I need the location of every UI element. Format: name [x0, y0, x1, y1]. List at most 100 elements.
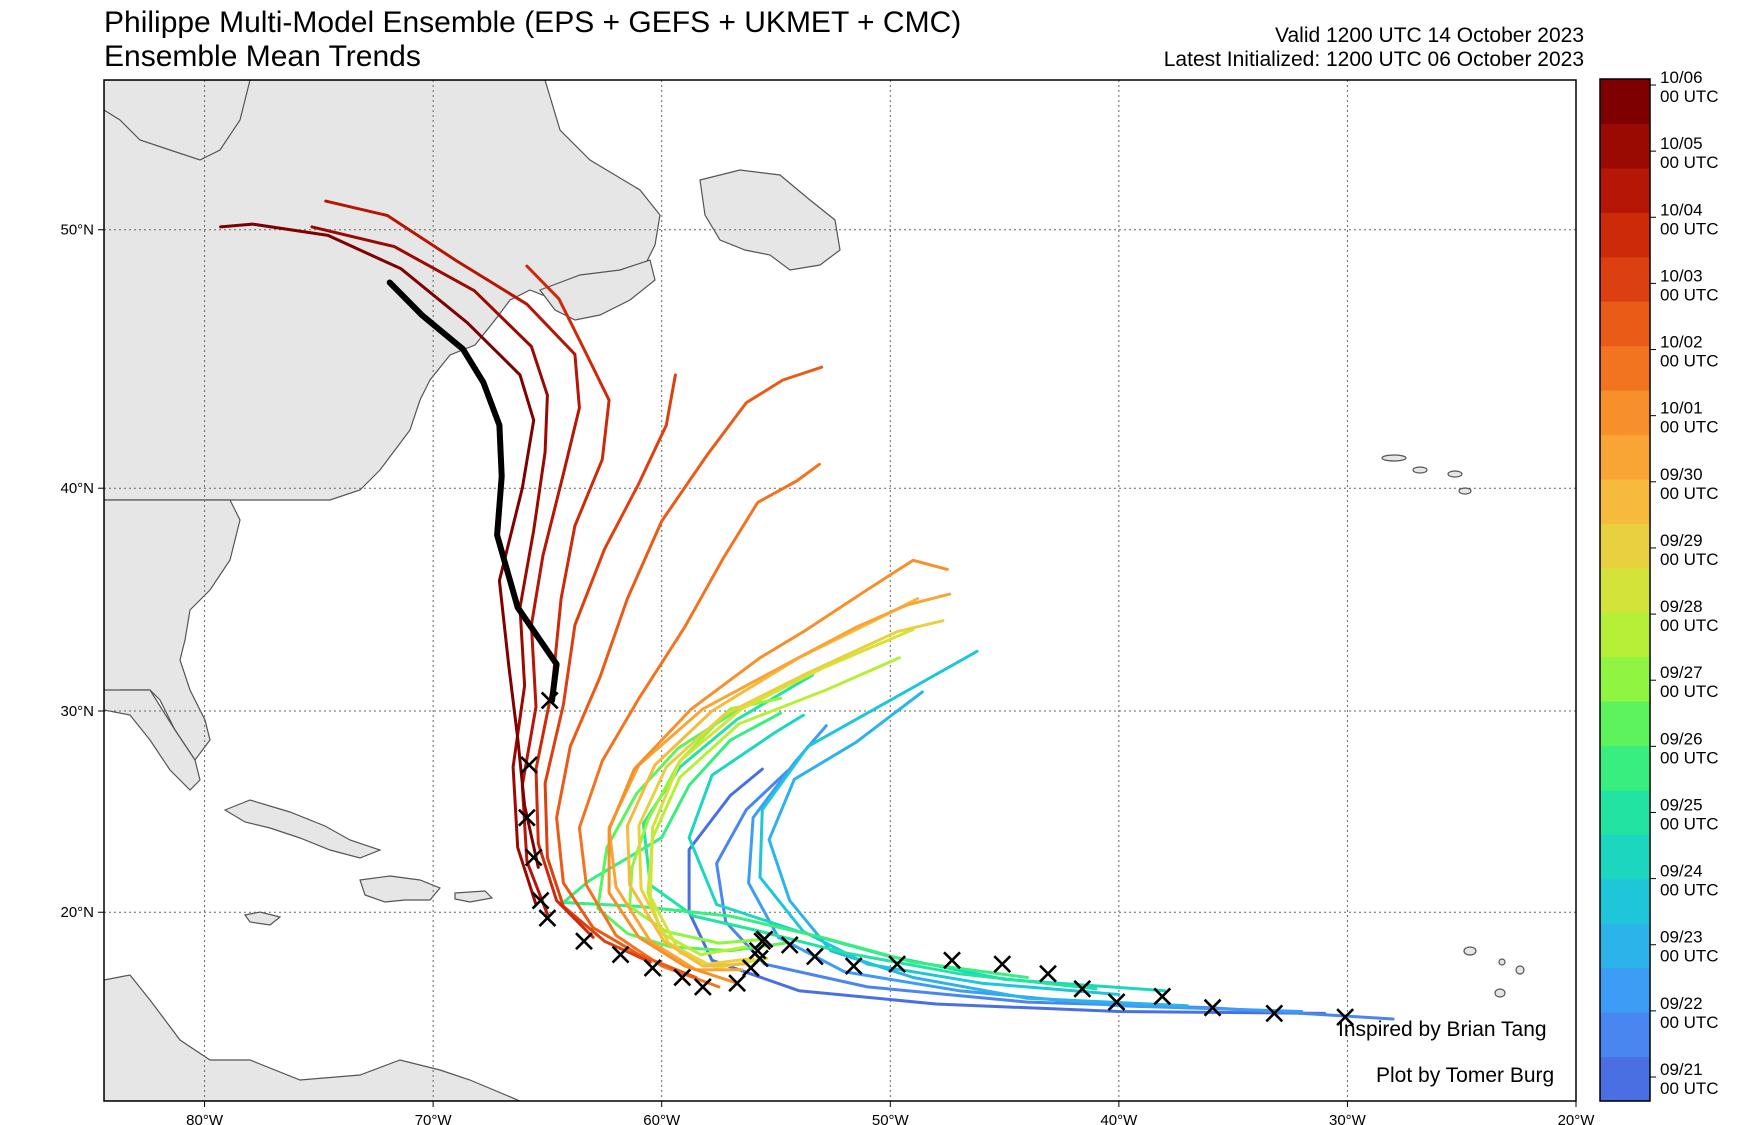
north-america-land — [104, 80, 661, 501]
colorbar-time-label: 00 UTC — [1660, 219, 1719, 238]
track-line — [386, 279, 560, 704]
track-line — [625, 597, 920, 968]
south-america-land — [104, 974, 521, 1101]
x-marker-icon — [780, 936, 799, 954]
x-marker-icon — [741, 959, 760, 977]
credit-plot-by: Plot by Tomer Burg — [1376, 1064, 1555, 1087]
colorbar-segment — [1600, 1012, 1650, 1058]
x-marker-icon — [844, 957, 863, 975]
island-azores-1 — [1381, 454, 1407, 462]
chart-subtitle: Ensemble Mean Trends — [104, 40, 421, 73]
x-marker-icon — [531, 891, 550, 910]
colorbar-date-label: 09/28 — [1660, 597, 1703, 616]
x-marker-icon — [943, 951, 961, 970]
island-canaries-4 — [1498, 958, 1506, 966]
x-marker-icon — [540, 691, 559, 710]
colorbar-segment — [1600, 123, 1650, 169]
x-marker-icon — [888, 955, 907, 974]
colorbar-segment — [1600, 167, 1650, 213]
x-marker-icon — [728, 974, 747, 993]
x-marker-icon — [993, 955, 1012, 974]
colorbar-date-label: 09/30 — [1660, 465, 1703, 484]
track-line — [310, 225, 549, 906]
track-line — [687, 713, 1167, 993]
greenland-land — [104, 80, 251, 161]
colorbar-date-label: 09/24 — [1660, 862, 1703, 881]
x-marker-icon — [1265, 1004, 1284, 1023]
colorbar-date-label: 10/04 — [1660, 200, 1703, 219]
initialized-time: Latest Initialized: 1200 UTC 06 October … — [1163, 48, 1584, 71]
jamaica-land — [243, 911, 282, 926]
colorbar-frame — [1599, 78, 1651, 1102]
track-line — [641, 673, 1098, 991]
colorbar-segment — [1600, 612, 1650, 658]
credit-inspired: Inspired by Brian Tang — [1338, 1018, 1547, 1041]
cuba-land — [223, 799, 382, 859]
colorbar-segment — [1600, 256, 1650, 302]
longitude-labels: 80°W 70°W 60°W 50°W 40°W 30°W 20°W — [186, 1101, 1595, 1125]
x-marker-icon — [611, 945, 630, 964]
colorbar-segment — [1600, 212, 1650, 258]
colorbar-date-label: 10/02 — [1660, 333, 1703, 352]
colorbar-time-label: 00 UTC — [1660, 550, 1719, 569]
colorbar-time-label: 00 UTC — [1660, 947, 1719, 966]
colorbar-time-label: 00 UTC — [1660, 418, 1719, 437]
x-marker-icon — [1107, 993, 1126, 1011]
x-marker-icon — [1073, 979, 1092, 998]
track-line — [219, 222, 540, 869]
colorbar-date-label: 09/27 — [1660, 663, 1703, 682]
florida-land — [104, 689, 201, 791]
valid-time: Valid 1200 UTC 14 October 2023 — [1275, 24, 1584, 47]
colorbar-segment — [1600, 701, 1650, 747]
x-marker-icon — [1039, 964, 1057, 983]
colorbar-segment — [1600, 301, 1650, 347]
lon-tick-label: 60°W — [643, 1112, 681, 1125]
island-canaries-3 — [1515, 965, 1525, 975]
lon-tick-label: 40°W — [1100, 1112, 1138, 1125]
track-line — [758, 649, 1121, 996]
colorbar-date-label: 10/03 — [1660, 266, 1703, 285]
position-markers — [517, 691, 1355, 1027]
colorbar-time-label: 00 UTC — [1660, 748, 1719, 767]
track-line — [543, 373, 677, 964]
newfoundland-land — [699, 169, 841, 271]
colorbar-time-label: 00 UTC — [1660, 153, 1719, 172]
colorbar-segment — [1600, 523, 1650, 569]
x-marker-icon — [1203, 998, 1222, 1017]
colorbar-time-label: 00 UTC — [1660, 1013, 1719, 1032]
colorbar-date-label: 09/23 — [1660, 928, 1703, 947]
colorbar-time-label: 00 UTC — [1660, 1079, 1719, 1098]
colorbar-date-label: 09/21 — [1660, 1060, 1703, 1079]
track-line — [637, 619, 945, 966]
colorbar-date-label: 09/25 — [1660, 795, 1703, 814]
island-canaries-2 — [1494, 988, 1506, 998]
puerto-rico-land — [454, 890, 494, 903]
colorbar-date-label: 09/26 — [1660, 729, 1703, 748]
x-marker-icon — [1336, 1008, 1355, 1027]
lon-tick-label: 50°W — [872, 1112, 910, 1125]
colorbar-time-label: 00 UTC — [1660, 814, 1719, 833]
latitude-labels: 20°N 30°N 40°N 50°N — [60, 222, 104, 921]
track-line — [555, 365, 824, 979]
x-marker-icon — [520, 756, 539, 774]
colorbar-segment — [1600, 878, 1650, 924]
colorbar-date-label: 10/01 — [1660, 399, 1703, 418]
x-marker-icon — [643, 959, 662, 977]
nova-scotia-land — [539, 259, 656, 321]
track-line — [628, 696, 783, 945]
chart-title: Philippe Multi-Model Ensemble (EPS + GEF… — [104, 6, 962, 39]
colorbar-segment — [1600, 345, 1650, 391]
colorbar-date-label: 09/22 — [1660, 994, 1703, 1013]
colorbar-time-label: 00 UTC — [1660, 285, 1719, 304]
colorbar-time-label: 00 UTC — [1660, 87, 1719, 106]
colorbar-segment — [1600, 390, 1650, 436]
colorbar-segment — [1600, 434, 1650, 480]
colorbar-segment — [1600, 834, 1650, 880]
colorbar-time-label: 00 UTC — [1660, 352, 1719, 371]
x-marker-icon — [1153, 987, 1172, 1006]
track-line — [767, 690, 1189, 1008]
track-line — [687, 767, 1327, 1015]
lon-tick-label: 30°W — [1329, 1112, 1367, 1125]
colorbar-date-label: 09/29 — [1660, 531, 1703, 550]
